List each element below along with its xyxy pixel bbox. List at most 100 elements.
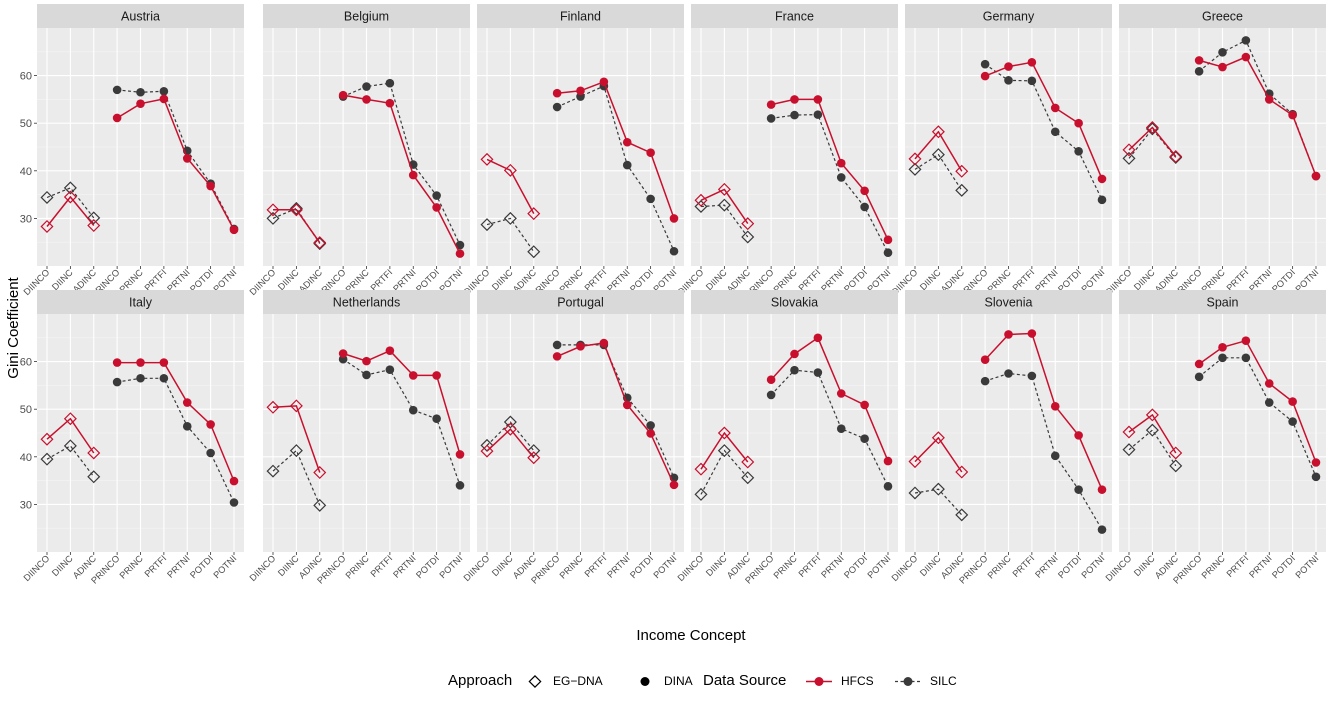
point-hfcs-princ <box>136 99 145 108</box>
panel-strip-portugal <box>477 290 684 314</box>
point-silc-diinc <box>289 444 303 458</box>
point-silc-diinc <box>1145 423 1159 437</box>
panel-germany: GermanyDIINCODIINCADINCPRINCOPRINCPRTFIP… <box>890 4 1112 300</box>
point-hfcs-princ <box>1218 343 1227 352</box>
point-hfcs-potni <box>669 480 679 490</box>
panels-layer: Austria30405060DIINCODIINCADINCPRINCOPRI… <box>20 4 1326 586</box>
point-silc-potdi <box>1074 485 1083 494</box>
point-hfcs-diinc <box>289 399 303 413</box>
x-tick-label: PRTNI <box>391 553 417 579</box>
line-hfcs-eg-dna-spain <box>1128 413 1177 454</box>
point-silc-diinco <box>1122 443 1136 457</box>
point-hfcs-prtfi <box>385 346 395 355</box>
x-axis-title: Income Concept <box>636 627 746 644</box>
point-hfcs-potdi <box>1288 110 1297 120</box>
point-silc-diinc <box>63 439 77 453</box>
legend-key-silc-icon <box>903 677 913 686</box>
panel-finland: FinlandDIINCODIINCADINCPRINCOPRINCPRTFIP… <box>462 4 684 300</box>
point-hfcs-adinc <box>741 455 755 469</box>
point-hfcs-diinco <box>694 193 708 207</box>
line-silc-eg-dna-slovenia <box>914 488 963 516</box>
legend-source-hfcs-label: HFCS <box>841 674 874 688</box>
point-silc-adinc <box>955 508 969 522</box>
panel-netherlands: NetherlandsDIINCODIINCADINCPRINCOPRINCPR… <box>248 290 470 586</box>
point-hfcs-potdi <box>860 186 869 196</box>
point-hfcs-potdi <box>432 371 441 380</box>
point-hfcs-princ <box>576 86 585 96</box>
point-silc-diinc <box>931 148 945 162</box>
panel-title-netherlands: Netherlands <box>333 296 400 310</box>
x-tick-label: POTDI <box>842 553 869 580</box>
line-silc-eg-dna-finland <box>486 217 535 253</box>
point-hfcs-princo <box>980 71 990 81</box>
point-silc-adinc <box>955 183 969 197</box>
point-silc-princ <box>136 373 145 383</box>
x-tick-label: PRTNI <box>605 553 631 579</box>
point-silc-adinc <box>87 211 101 225</box>
point-silc-potni <box>883 482 893 491</box>
point-silc-potdi <box>206 448 215 458</box>
point-silc-princo <box>552 340 562 350</box>
line-hfcs-dina-slovenia <box>984 332 1103 490</box>
point-hfcs-prtni <box>836 389 846 398</box>
point-silc-prtfi <box>813 368 823 377</box>
point-hfcs-princo <box>766 375 776 384</box>
point-silc-diinco <box>266 211 280 225</box>
point-hfcs-potni <box>1311 171 1321 181</box>
point-hfcs-prtni <box>1264 95 1274 104</box>
point-hfcs-diinco <box>908 455 922 469</box>
x-tick-label: POTNI <box>211 553 238 580</box>
panel-title-austria: Austria <box>121 10 160 24</box>
x-tick-label: POTDI <box>1270 553 1297 580</box>
line-hfcs-eg-dna-germany <box>914 130 963 172</box>
point-hfcs-diinco <box>40 219 54 233</box>
point-silc-potdi <box>432 414 441 424</box>
line-hfcs-eg-dna-slovenia <box>914 436 963 473</box>
point-hfcs-potni <box>455 249 465 258</box>
point-hfcs-princ <box>790 95 799 104</box>
panel-title-portugal: Portugal <box>557 296 604 310</box>
panel-strip-germany <box>905 4 1112 28</box>
point-silc-diinc <box>63 181 77 195</box>
x-tick-label: POTDI <box>628 553 655 580</box>
line-hfcs-dina-slovakia <box>770 336 889 462</box>
x-tick-label: PRTNI <box>165 553 191 579</box>
line-silc-dina-netherlands <box>342 358 461 486</box>
point-silc-potdi <box>860 434 869 444</box>
line-hfcs-eg-dna-austria <box>46 195 95 227</box>
legend: Approach EG−DNA DINA Data Source HFCS SI… <box>448 672 957 689</box>
point-silc-potni <box>1097 525 1107 534</box>
point-silc-prtfi <box>385 365 395 374</box>
panel-title-greece: Greece <box>1202 10 1243 24</box>
point-silc-diinc <box>717 444 731 458</box>
point-hfcs-adinc <box>87 446 101 460</box>
point-hfcs-princ <box>790 349 799 359</box>
x-tick-label: PRTNI <box>605 267 631 293</box>
point-hfcs-prtni <box>182 398 192 407</box>
line-silc-dina-france <box>771 113 889 253</box>
point-silc-potdi <box>646 194 655 204</box>
line-silc-eg-dna-france <box>700 204 749 238</box>
point-hfcs-prtfi <box>1027 329 1037 338</box>
line-silc-dina-belgium <box>342 82 461 246</box>
panel-strip-austria <box>37 4 244 28</box>
x-tick-label: DIINCO <box>248 553 278 583</box>
point-silc-adinc <box>527 245 541 259</box>
point-hfcs-princo <box>552 88 562 98</box>
point-hfcs-diinc <box>1145 408 1159 422</box>
point-silc-diinco <box>40 452 54 466</box>
point-hfcs-diinco <box>480 444 494 458</box>
point-hfcs-diinc <box>63 190 77 204</box>
line-silc-eg-dna-austria <box>46 187 95 219</box>
point-hfcs-potdi <box>646 148 655 158</box>
point-hfcs-prtni <box>408 371 418 380</box>
point-silc-prtni <box>836 424 846 434</box>
point-silc-diinco <box>694 487 708 501</box>
point-silc-potdi <box>646 421 655 430</box>
point-silc-princ <box>1218 47 1227 57</box>
point-hfcs-adinc <box>313 236 327 250</box>
panel-title-slovakia: Slovakia <box>771 296 818 310</box>
x-tick-label: PRTNI <box>391 267 417 293</box>
point-silc-princo <box>766 114 776 123</box>
